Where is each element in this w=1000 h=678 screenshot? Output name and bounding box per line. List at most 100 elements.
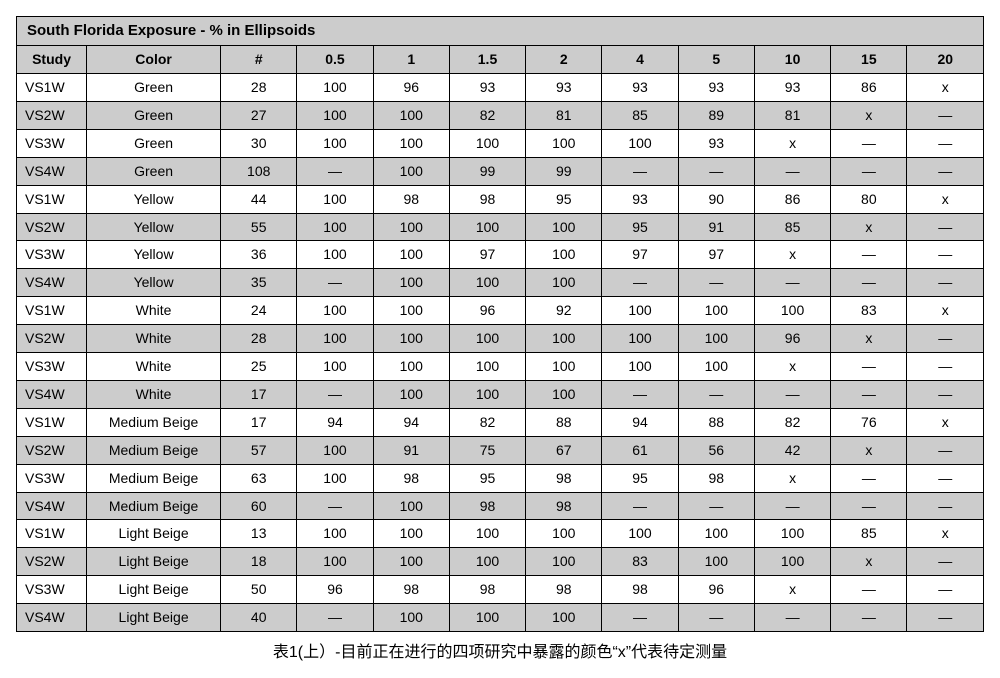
cell-value: 30 (221, 129, 297, 157)
cell-color: Medium Beige (87, 492, 221, 520)
cell-value: 86 (831, 74, 907, 102)
cell-value: 100 (373, 520, 449, 548)
cell-study: VS1W (17, 74, 87, 102)
table-row: VS1WMedium Beige179494828894888276x (17, 408, 984, 436)
cell-value: 92 (526, 297, 602, 325)
cell-value: 100 (297, 297, 373, 325)
cell-value: 61 (602, 436, 678, 464)
cell-value: 35 (221, 269, 297, 297)
cell-color: Green (87, 102, 221, 130)
cell-value: 100 (754, 548, 830, 576)
cell-value: 80 (831, 185, 907, 213)
cell-value: 100 (526, 241, 602, 269)
cell-color: Light Beige (87, 520, 221, 548)
cell-value: 100 (449, 604, 525, 632)
cell-value: — (907, 353, 984, 381)
table-row: VS3WMedium Beige631009895989598x—— (17, 464, 984, 492)
cell-color: Green (87, 129, 221, 157)
column-header: 15 (831, 46, 907, 74)
column-header: 20 (907, 46, 984, 74)
table-row: VS4WWhite17—100100100————— (17, 380, 984, 408)
cell-value: 88 (678, 408, 754, 436)
cell-study: VS3W (17, 241, 87, 269)
cell-value: 100 (526, 129, 602, 157)
cell-value: — (297, 380, 373, 408)
cell-value: 100 (373, 102, 449, 130)
cell-study: VS2W (17, 213, 87, 241)
cell-study: VS4W (17, 492, 87, 520)
cell-value: 93 (526, 74, 602, 102)
cell-value: — (907, 269, 984, 297)
cell-value: — (907, 241, 984, 269)
cell-value: 93 (754, 74, 830, 102)
cell-value: — (907, 129, 984, 157)
table-row: VS2WLight Beige1810010010010083100100x— (17, 548, 984, 576)
cell-value: — (297, 604, 373, 632)
cell-value: 100 (297, 129, 373, 157)
cell-value: — (754, 269, 830, 297)
cell-value: 100 (526, 269, 602, 297)
cell-value: — (907, 464, 984, 492)
table-row: VS3WYellow36100100971009797x—— (17, 241, 984, 269)
cell-value: 44 (221, 185, 297, 213)
cell-value: 93 (602, 185, 678, 213)
cell-value: 100 (297, 213, 373, 241)
cell-value: 18 (221, 548, 297, 576)
table-row: VS3WWhite25100100100100100100x—— (17, 353, 984, 381)
cell-value: 100 (526, 380, 602, 408)
cell-value: 96 (373, 74, 449, 102)
cell-study: VS3W (17, 353, 87, 381)
table-row: VS3WLight Beige50969898989896x—— (17, 576, 984, 604)
cell-value: — (754, 157, 830, 185)
cell-value: — (297, 157, 373, 185)
cell-value: 100 (297, 436, 373, 464)
cell-study: VS4W (17, 604, 87, 632)
cell-value: — (831, 353, 907, 381)
table-body: VS1WGreen2810096939393939386xVS2WGreen27… (17, 74, 984, 632)
table-row: VS1WWhite24100100969210010010083x (17, 297, 984, 325)
cell-value: 81 (754, 102, 830, 130)
cell-value: 100 (526, 353, 602, 381)
cell-value: 100 (373, 380, 449, 408)
cell-value: 17 (221, 408, 297, 436)
cell-value: 93 (678, 74, 754, 102)
cell-value: 100 (373, 604, 449, 632)
column-header: Study (17, 46, 87, 74)
cell-value: 100 (678, 297, 754, 325)
cell-color: Medium Beige (87, 408, 221, 436)
cell-value: 56 (678, 436, 754, 464)
cell-value: 36 (221, 241, 297, 269)
cell-value: — (907, 436, 984, 464)
cell-value: x (907, 74, 984, 102)
cell-value: 90 (678, 185, 754, 213)
table-caption: 表1(上）-目前正在进行的四项研究中暴露的颜色“x”代表待定测量 (16, 638, 984, 662)
cell-value: 100 (297, 241, 373, 269)
cell-value: 96 (678, 576, 754, 604)
table-row: VS2WWhite2810010010010010010096x— (17, 325, 984, 353)
cell-value: — (831, 241, 907, 269)
cell-value: — (907, 604, 984, 632)
cell-value: 100 (373, 297, 449, 325)
cell-study: VS1W (17, 297, 87, 325)
cell-value: 67 (526, 436, 602, 464)
cell-value: — (297, 269, 373, 297)
cell-value: 100 (526, 213, 602, 241)
cell-value: 100 (373, 548, 449, 576)
cell-value: — (602, 380, 678, 408)
cell-value: 57 (221, 436, 297, 464)
cell-value: 100 (526, 520, 602, 548)
cell-value: 93 (602, 74, 678, 102)
cell-value: — (831, 604, 907, 632)
cell-value: 98 (449, 185, 525, 213)
cell-value: 98 (373, 185, 449, 213)
cell-color: White (87, 353, 221, 381)
cell-value: 100 (373, 241, 449, 269)
cell-value: 97 (678, 241, 754, 269)
cell-value: 98 (373, 464, 449, 492)
cell-study: VS3W (17, 576, 87, 604)
cell-value: 86 (754, 185, 830, 213)
cell-value: 85 (602, 102, 678, 130)
cell-value: x (831, 213, 907, 241)
cell-value: 63 (221, 464, 297, 492)
cell-value: x (907, 185, 984, 213)
